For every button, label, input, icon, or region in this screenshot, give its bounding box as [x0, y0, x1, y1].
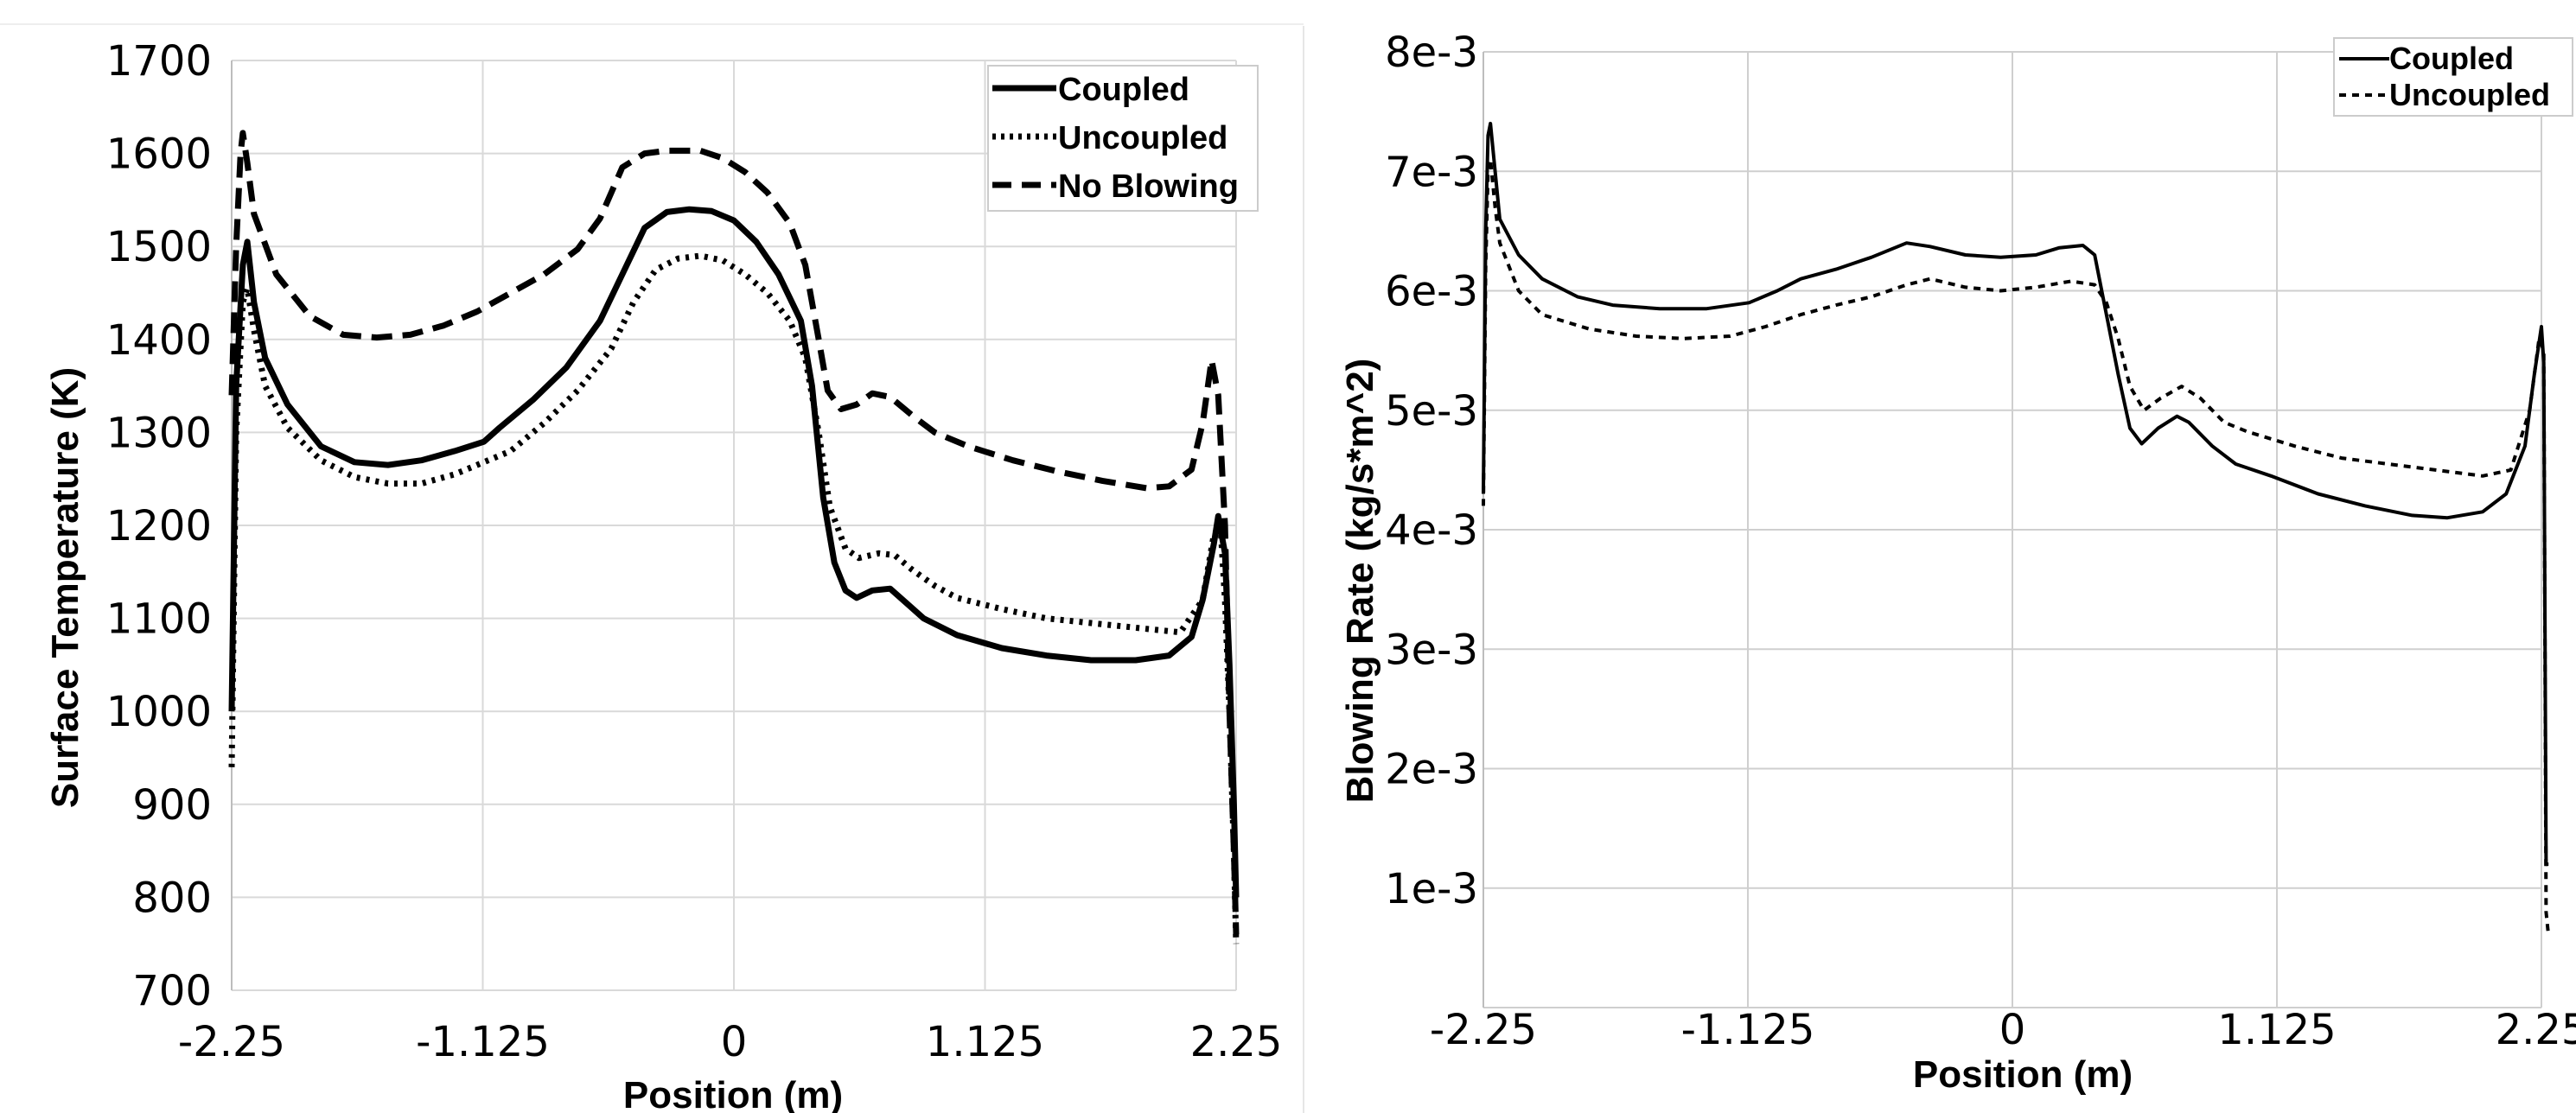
y-tick-label: 1100: [106, 595, 212, 644]
legend-label-no-blowing: No Blowing: [1058, 169, 1239, 205]
x-tick-label: -2.25: [178, 1018, 285, 1066]
y-tick-label: 8e-3: [1385, 29, 1478, 77]
x-tick-label: -1.125: [1681, 1006, 1815, 1054]
grid-lines: [1482, 51, 2542, 1008]
x-tick-label: 2.25: [2496, 1006, 2576, 1054]
y-tick-label: 5e-3: [1385, 387, 1478, 436]
y-tick-label: 1200: [106, 502, 212, 550]
x-tick-label: -1.125: [416, 1018, 550, 1066]
y-tick-label: 1e-3: [1385, 865, 1478, 913]
legend-label-coupled: Coupled: [1058, 72, 1189, 108]
series-line-no-blowing: [228, 130, 1240, 935]
x-tick-labels: -2.25 -1.125 0 1.125 2.25: [178, 1018, 1283, 1066]
y-tick-label: 3e-3: [1385, 626, 1478, 674]
x-axis-title: Position (m): [1913, 1053, 2133, 1096]
surface-temperature-chart: 700 800 900 1000 1100 1200 1300 1400 1500 1600 170…: [44, 37, 1282, 1113]
series-lines: [228, 130, 1240, 944]
x-tick-label: 1.125: [926, 1018, 1044, 1066]
y-tick-label: 900: [132, 781, 212, 830]
legend-label-uncoupled: Uncoupled: [2389, 77, 2550, 112]
y-tick-label: 1300: [106, 409, 212, 457]
blowing-rate-chart: 1e-3 2e-3 3e-3 4e-3 5e-3 6e-3 7e-3 8e-3 -2.25 -1…: [1339, 29, 2576, 1096]
y-axis-title: Surface Temperature (K): [44, 367, 86, 808]
legend-label-coupled: Coupled: [2389, 41, 2514, 76]
y-tick-label: 6e-3: [1385, 268, 1478, 316]
y-tick-label: 2e-3: [1385, 746, 1478, 794]
y-tick-label: 1000: [106, 688, 212, 736]
series-line-coupled: [228, 206, 1240, 898]
y-tick-label: 1500: [106, 223, 212, 271]
x-axis-title: Position (m): [623, 1074, 843, 1113]
x-tick-label: -2.25: [1430, 1006, 1537, 1054]
legend-box: [2333, 37, 2573, 117]
y-tick-label: 800: [132, 874, 212, 922]
y-tick-label: 7e-3: [1385, 148, 1478, 196]
series-lines: [1482, 121, 2551, 937]
y-tick-label: 1400: [106, 316, 212, 365]
legend-label-uncoupled: Uncoupled: [1058, 120, 1227, 156]
y-axis-title: Blowing Rate (kg/s*m^2): [1339, 359, 1381, 804]
x-tick-labels: -2.25 -1.125 0 1.125 2.25: [1430, 1006, 2576, 1054]
series-line-coupled: [1482, 121, 2549, 867]
x-tick-label: 0: [1999, 1006, 2026, 1054]
x-tick-label: 2.25: [1190, 1018, 1283, 1066]
legend: Coupled Uncoupled: [2333, 37, 2573, 117]
y-tick-label: 4e-3: [1385, 506, 1478, 555]
y-tick-label: 1700: [106, 37, 212, 86]
y-tick-labels: 1e-3 2e-3 3e-3 4e-3 5e-3 6e-3 7e-3 8e-3: [1385, 29, 1478, 913]
x-tick-label: 0: [721, 1018, 748, 1066]
legend: Coupled Uncoupled No Blowing: [987, 65, 1259, 212]
series-line-uncoupled: [1482, 157, 2551, 937]
y-tick-labels: 700 800 900 1000 1100 1200 1300 1400 1500 1600 170…: [106, 37, 212, 1015]
x-tick-label: 1.125: [2217, 1006, 2336, 1054]
y-tick-label: 700: [132, 967, 212, 1015]
y-tick-label: 1600: [106, 130, 212, 179]
